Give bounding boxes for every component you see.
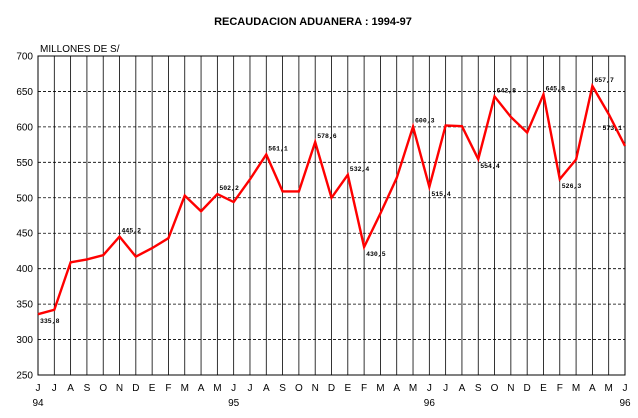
x-tick-label: A xyxy=(67,383,74,394)
series-line xyxy=(37,82,627,316)
x-tick-label: E xyxy=(149,383,156,394)
y-tick-label: 250 xyxy=(16,371,33,382)
data-label: 573,1 xyxy=(602,125,622,132)
x-tick-label: S xyxy=(475,383,482,394)
data-label: 526,3 xyxy=(562,183,582,190)
x-tick-label: A xyxy=(459,383,466,394)
x-tick-label: M xyxy=(181,383,189,394)
x-tick-label: E xyxy=(344,383,351,394)
x-tick-label: F xyxy=(361,383,367,394)
data-label: 642,8 xyxy=(497,88,517,95)
data-label: 600,3 xyxy=(415,118,435,125)
x-tick-label: S xyxy=(279,383,286,394)
y-axis-label: MILLONES DE S/ xyxy=(40,44,120,55)
year-label: 95 xyxy=(228,398,240,409)
x-tick-label: A xyxy=(263,383,270,394)
data-label: 578,6 xyxy=(317,133,337,140)
x-tick-label: F xyxy=(557,383,563,394)
data-label: 645,8 xyxy=(545,85,565,92)
data-label: 515,4 xyxy=(431,191,451,198)
y-tick-label: 350 xyxy=(16,300,33,311)
year-labels: 94 95 96 96 xyxy=(32,398,631,409)
x-tick-label: D xyxy=(524,383,531,394)
x-tick-label: A xyxy=(393,383,400,394)
grid xyxy=(38,56,625,375)
x-tick-label: J xyxy=(247,383,252,394)
x-tick-label: N xyxy=(312,383,319,394)
y-tick-labels: 250 300 350 400 450 500 550 600 650 700 xyxy=(16,52,33,382)
y-tick-label: 650 xyxy=(16,87,33,98)
chart-title: RECAUDACION ADUANERA : 1994-97 xyxy=(214,16,412,28)
x-tick-label: J xyxy=(427,383,432,394)
x-tick-label: A xyxy=(198,383,205,394)
y-tick-label: 500 xyxy=(16,193,33,204)
x-tick-label: M xyxy=(572,383,580,394)
x-tick-label: D xyxy=(132,383,139,394)
x-tick-label: J xyxy=(36,383,41,394)
data-label: 502,2 xyxy=(219,185,239,192)
x-tick-label: E xyxy=(540,383,547,394)
data-label: 430,5 xyxy=(366,251,386,258)
x-tick-label: F xyxy=(165,383,171,394)
data-label: 554,4 xyxy=(480,163,500,170)
x-tick-label: N xyxy=(507,383,514,394)
x-tick-label: D xyxy=(328,383,335,394)
y-tick-label: 700 xyxy=(16,52,33,63)
x-tick-label: M xyxy=(605,383,613,394)
y-tick-label: 300 xyxy=(16,335,33,346)
y-tick-label: 450 xyxy=(16,229,33,240)
x-tick-label: M xyxy=(376,383,384,394)
year-label: 94 xyxy=(32,398,44,409)
x-tick-label: J xyxy=(52,383,57,394)
data-label: 657,7 xyxy=(594,77,614,84)
y-tick-label: 550 xyxy=(16,158,33,169)
x-tick-label: M xyxy=(213,383,221,394)
data-label: 532,4 xyxy=(350,166,370,173)
year-label: 96 xyxy=(424,398,436,409)
x-tick-label: O xyxy=(491,383,499,394)
x-tick-label: M xyxy=(409,383,417,394)
plot-frame xyxy=(37,55,626,376)
x-tick-label: N xyxy=(116,383,123,394)
x-tick-label: S xyxy=(84,383,91,394)
data-label: 561,1 xyxy=(268,145,288,152)
y-tick-label: 600 xyxy=(16,122,33,133)
year-label: 96 xyxy=(619,398,631,409)
x-tick-label: J xyxy=(623,383,628,394)
data-labels: 335,8 445,2 502,2 561,1 578,6 532,4 430,5 600,3… xyxy=(40,77,622,325)
y-tick-label: 400 xyxy=(16,264,33,275)
x-tick-label: A xyxy=(589,383,596,394)
x-tick-label: O xyxy=(295,383,303,394)
x-tick-label: O xyxy=(99,383,107,394)
data-label: 335,8 xyxy=(40,318,60,325)
x-tick-label: J xyxy=(443,383,448,394)
x-tick-label: J xyxy=(231,383,236,394)
data-label: 445,2 xyxy=(122,228,142,235)
